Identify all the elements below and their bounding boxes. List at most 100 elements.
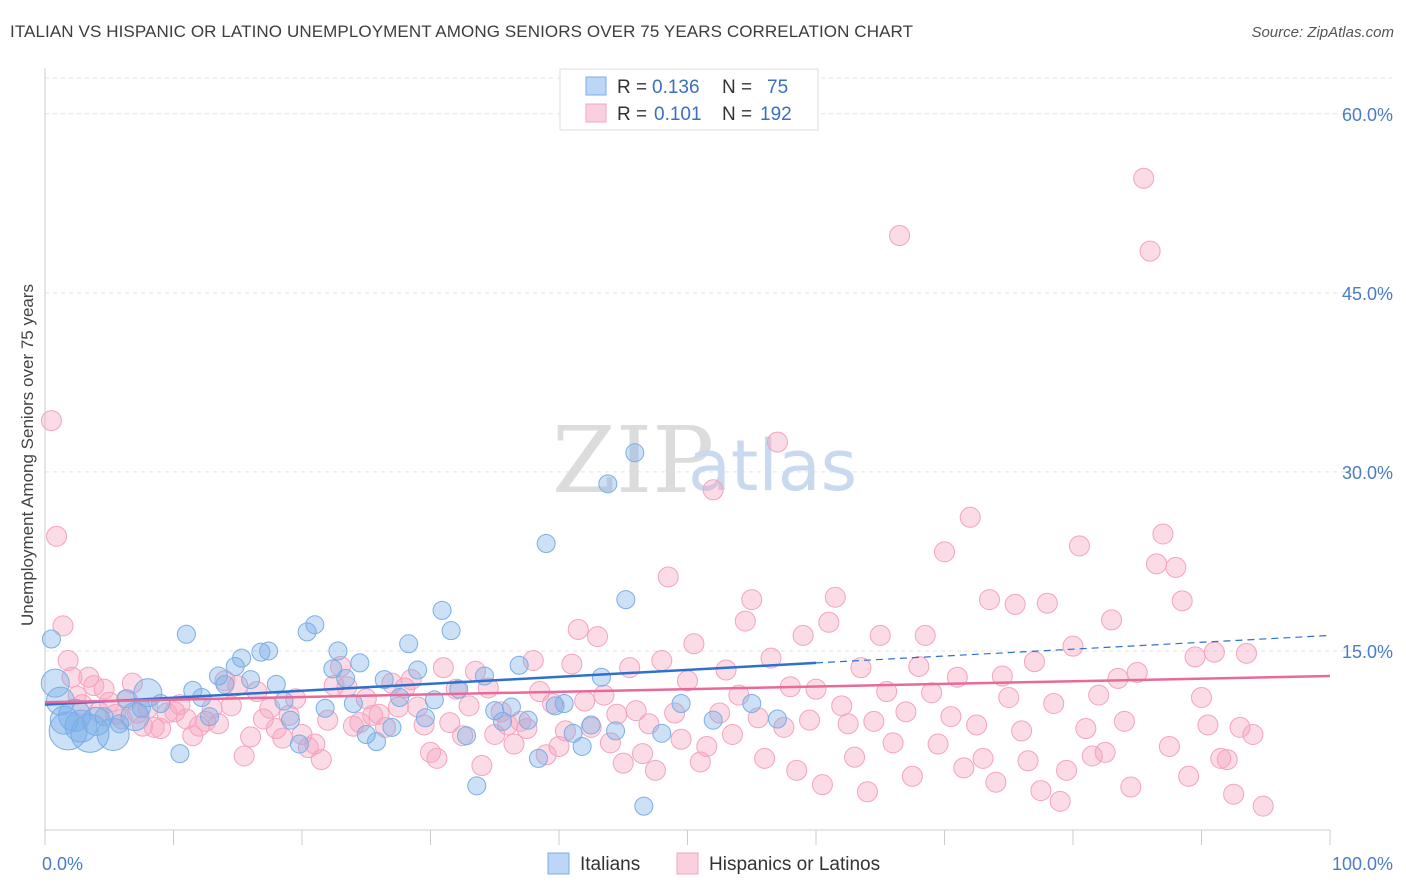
trend-lines [44,634,1331,706]
data-point-italian [408,660,428,680]
data-point-hispanic [889,225,911,247]
data-point-hispanic [310,749,332,771]
data-point-hispanic [1126,661,1148,683]
data-point-hispanic [953,757,975,779]
data-point-italian [343,693,363,713]
data-point-italian [170,744,190,764]
data-point-italian [742,693,762,713]
data-point-hispanic [863,710,885,732]
data-point-italian [280,710,300,730]
data-point-hispanic [651,650,673,672]
data-point-hispanic [1081,745,1103,767]
data-point-hispanic [1011,720,1033,742]
data-point-hispanic [657,566,679,588]
data-point-hispanic [927,733,949,755]
data-point-italian [382,717,402,737]
legend-box: R = 0.136 N = 75 R = 0.101 N = 192 [559,68,819,131]
data-point-italian [40,668,70,698]
legend-n-hispanics: 192 [760,104,792,125]
data-point-hispanic [355,688,377,710]
data-point-hispanic [901,765,923,787]
data-point-italian [315,698,335,718]
data-point-hispanic [921,682,943,704]
data-point-hispanic [375,716,397,738]
data-point-hispanic [799,709,821,731]
trend-line-italians-extension [815,634,1331,664]
data-point-hispanic [644,759,666,781]
axes [44,68,1331,845]
data-point-italian [456,726,476,746]
data-point-hispanic [754,747,776,769]
data-point-hispanic [317,709,339,731]
watermark: ZIP atlas [552,407,857,514]
data-point-hispanic [811,774,833,796]
data-point-italian [297,622,317,642]
data-point-italian [501,697,521,717]
data-point-hispanic [426,747,448,769]
watermark-atlas: atlas [688,425,857,507]
data-point-hispanic [978,589,1000,611]
data-point-hispanic [52,615,74,637]
data-point-hispanic [792,624,814,646]
data-point-italian [581,715,601,735]
data-point-hispanic [587,626,609,648]
data-point-hispanic [940,706,962,728]
data-point-hispanic [272,727,294,749]
data-point-hispanic [1094,741,1116,763]
chart-title: ITALIAN VS HISPANIC OR LATINO UNEMPLOYME… [10,22,914,41]
data-point-hispanic [882,732,904,754]
data-point-hispanic [908,655,930,677]
data-point-italian [616,590,636,610]
data-point-hispanic [818,611,840,633]
data-point-hispanic [93,678,115,700]
data-point-italian [390,688,410,708]
data-point-hispanic [664,702,686,724]
data-point-hispanic [702,479,724,501]
data-point-hispanic [1235,642,1257,664]
y-tick-labels: 15.0% 30.0% 45.0% 60.0% [1342,105,1393,662]
data-point-hispanic [972,747,994,769]
data-point-italian [563,723,583,743]
data-point-italian [467,776,487,796]
data-point-hispanic [734,610,756,632]
data-point-italian [64,709,98,743]
data-point-hispanic [420,741,441,763]
data-point-hispanic [934,541,955,563]
data-point-hispanic [959,506,981,528]
data-point-hispanic [856,781,878,803]
data-point-hispanic [233,745,255,767]
data-point-hispanic [503,733,525,755]
data-point-italian [625,443,645,463]
bottom-legend-swatch-italians [547,852,570,875]
data-point-hispanic [554,720,576,742]
data-point-hispanic [1049,790,1071,812]
data-point-hispanic [1191,687,1212,709]
data-point-hispanic [452,725,474,747]
data-point-italian [485,701,505,721]
data-point-hispanic [330,655,352,677]
data-point-italian [110,714,130,734]
data-point-italian [259,641,279,661]
data-point-hispanic [786,759,808,781]
data-point-hispanic [132,715,154,737]
data-point-hispanic [548,735,570,757]
data-point-hispanic [1120,776,1142,798]
data-point-hispanic [1146,553,1168,575]
data-point-italian [176,624,196,644]
data-point-hispanic [741,589,763,611]
data-point-italian [305,615,325,635]
data-point-hispanic [760,647,782,669]
y-axis-label: Unemployment Among Seniors over 75 years [18,284,37,626]
data-point-hispanic [831,695,853,717]
y-tick-label: 15.0% [1342,642,1393,662]
watermark-zip: ZIP [552,407,714,514]
data-point-italian [528,748,548,768]
bottom-legend-swatch-hispanics [676,852,699,875]
data-point-hispanic [1252,795,1274,817]
data-point-hispanic [805,678,827,700]
legend-r-italians: 0.136 [652,77,700,98]
data-point-hispanic [837,713,859,735]
data-point-hispanic [458,695,480,717]
data-point-hispanic [567,618,589,640]
